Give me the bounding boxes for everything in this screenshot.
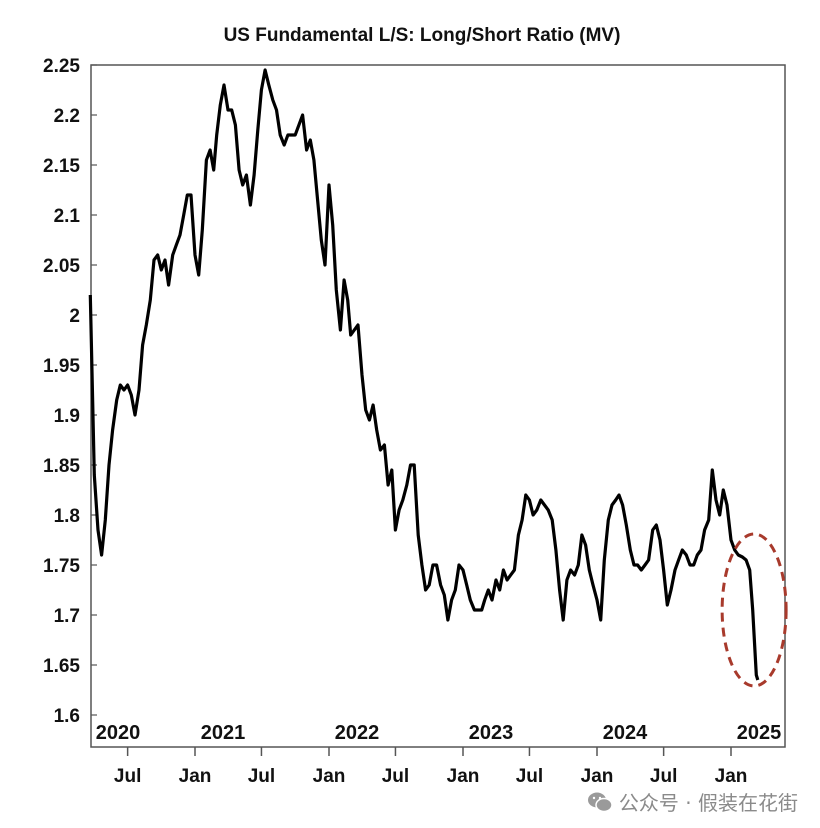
y-tick-label: 2: [69, 306, 80, 327]
wechat-icon: [587, 791, 613, 813]
watermark: 公众号 · 假装在花街: [587, 787, 798, 816]
series-line: [88, 68, 760, 681]
x-tick-label: Jul: [248, 766, 275, 787]
x-tick-label: Jan: [447, 766, 480, 787]
year-label: 2025: [737, 722, 782, 744]
year-label: 2024: [603, 722, 648, 744]
chart-title: US Fundamental L/S: Long/Short Ratio (MV…: [224, 25, 621, 46]
y-tick-label: 1.95: [43, 356, 80, 377]
year-label: 2021: [201, 722, 246, 744]
x-tick-label: Jul: [114, 766, 141, 787]
x-tick-label: Jul: [382, 766, 409, 787]
y-tick-label: 2.15: [43, 156, 80, 177]
x-tick-label: Jul: [650, 766, 677, 787]
year-label: 2022: [335, 722, 380, 744]
x-tick-label: Jan: [313, 766, 346, 787]
y-tick-label: 1.9: [54, 406, 80, 427]
y-tick-label: 2.2: [54, 106, 80, 127]
y-tick-label: 1.65: [43, 656, 80, 677]
year-label: 2020: [96, 722, 141, 744]
y-tick-label: 2.1: [54, 206, 81, 227]
year-label: 2023: [469, 722, 514, 744]
y-tick-label: 1.85: [43, 456, 80, 477]
y-tick-label: 2.05: [43, 256, 80, 277]
annotation-ellipse: [720, 532, 788, 688]
x-tick-label: Jan: [179, 766, 212, 787]
y-tick-label: 1.75: [43, 556, 80, 577]
y-tick-label: 1.7: [54, 606, 80, 627]
y-tick-label: 2.25: [43, 56, 80, 77]
plot-frame: [90, 64, 786, 748]
watermark-text: 公众号 · 假装在花街: [618, 791, 798, 815]
x-tick-label: Jan: [581, 766, 614, 787]
y-tick-label: 1.8: [54, 506, 80, 527]
x-tick-label: Jul: [516, 766, 543, 787]
y-tick-label: 1.6: [54, 706, 80, 727]
x-tick-label: Jan: [715, 766, 748, 787]
